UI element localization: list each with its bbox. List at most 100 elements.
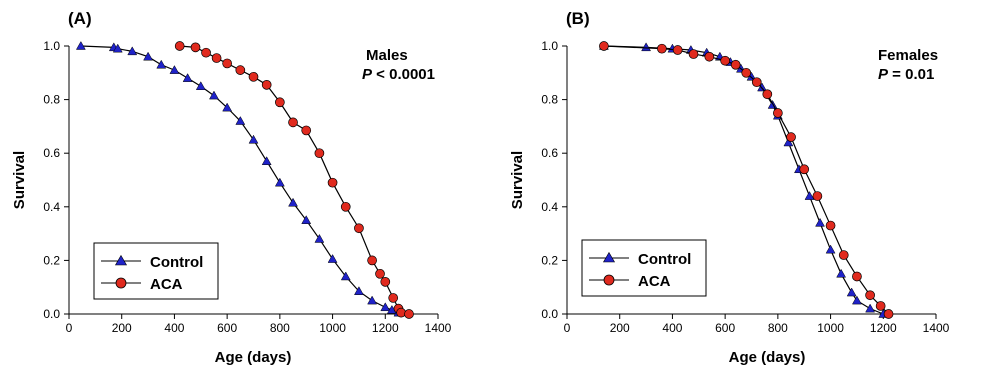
panel-a-aca-point [368, 256, 377, 265]
panel-b-x-tick-label: 800 [768, 321, 788, 335]
panel-b-control-point [837, 269, 846, 277]
panel-a-x-tick-label: 200 [112, 321, 132, 335]
panel-b-aca-point [800, 165, 809, 174]
panel-b-legend: Control ACA [582, 240, 706, 296]
panel-b-y-tick-label: 0.2 [541, 253, 558, 267]
panel-b-x-tick-label: 400 [662, 321, 682, 335]
panel-a-control-point [157, 60, 166, 68]
panel-a-aca-point [202, 48, 211, 57]
panel-a-control-point [262, 157, 271, 165]
panel-a-aca-point [223, 59, 232, 68]
panel-b-y-axis-label: Survival [509, 151, 526, 209]
panel-b-aca-point [657, 44, 666, 53]
panel-b-legend-marker-aca [604, 275, 614, 285]
panel-b-control-point [847, 288, 856, 296]
panel-b-aca-point [721, 56, 730, 65]
panel-a-y-tick-label: 0.0 [43, 307, 60, 321]
panel-b-aca-point [773, 109, 782, 118]
panel-b-x-tick-label: 200 [610, 321, 630, 335]
panel-b-legend-label-aca: ACA [638, 273, 671, 290]
panel-a-legend: Control ACA [94, 243, 218, 299]
panel-a-label: (A) [68, 9, 92, 28]
panel-a-control-point [183, 74, 192, 82]
panel-a-annotation-p: P < 0.0001 [362, 66, 435, 83]
panel-b-y-tick-label: 0.4 [541, 200, 558, 214]
panel-a-aca-point [405, 310, 414, 319]
panel-b-aca-point [876, 301, 885, 310]
panel-a-control-point [196, 82, 205, 90]
panel-a-x-axis-label: Age (days) [215, 349, 292, 366]
panel-b-aca-point [689, 50, 698, 59]
panel-b-annotation-p: P = 0.01 [878, 66, 934, 83]
panel-b-aca-point [884, 310, 893, 319]
panel-a-control-point [76, 42, 85, 50]
panel-b-y-tick-label: 0.0 [541, 307, 558, 321]
panel-a-aca-point [397, 308, 406, 317]
panel-b-legend-label-control: Control [638, 251, 691, 268]
panel-a-aca-point [376, 269, 385, 278]
panel-a-control-point [315, 234, 324, 242]
panel-b-label: (B) [566, 9, 590, 28]
panel-b-aca-point [852, 272, 861, 281]
panel-b-aca-point [705, 52, 714, 61]
panel-b-aca-point [599, 42, 608, 51]
panel-a-aca-point [212, 54, 221, 63]
panel-a-aca-point [236, 66, 245, 75]
panel-b-aca-point [839, 251, 848, 260]
panel-a-aca-point [354, 224, 363, 233]
panel-b-p-value: = 0.01 [888, 66, 934, 83]
panel-a: (A) 0 200 400 600 800 1000 1200 1400 0.0 0.2 0.4 0.… [11, 9, 452, 366]
panel-a-x-tick-label: 800 [270, 321, 290, 335]
panel-a-control-point [328, 255, 337, 263]
panel-a-aca-point [381, 277, 390, 286]
panel-a-legend-marker-aca [116, 278, 126, 288]
panel-a-x-tick-label: 400 [164, 321, 184, 335]
panel-a-aca-point [328, 178, 337, 187]
panel-a-aca-point [341, 202, 350, 211]
panel-b-annotation-title: Females [878, 47, 938, 64]
panel-b-y-tick-label: 1.0 [541, 39, 558, 53]
panel-a-control-point [209, 91, 218, 99]
panel-a-control-point [275, 178, 284, 186]
panel-b-aca-point [742, 68, 751, 77]
panel-b-x-tick-label: 1000 [817, 321, 844, 335]
panel-b-aca-point [826, 221, 835, 230]
panel-a-p-value: < 0.0001 [372, 66, 435, 83]
panel-a-control-point [381, 303, 390, 311]
panel-a-aca-point [191, 43, 200, 52]
panel-b-x-tick-label: 0 [564, 321, 571, 335]
panel-b-aca-point [787, 133, 796, 142]
panel-a-y-tick-label: 0.6 [43, 146, 60, 160]
panel-a-y-tick-label: 1.0 [43, 39, 60, 53]
panel-b-control-point [852, 296, 861, 304]
panel-b-aca-point [866, 291, 875, 300]
panel-b-control-point [866, 304, 875, 312]
panel-a-control-point [289, 198, 298, 206]
panel-a-aca-point [175, 42, 184, 51]
panel-b: (B) 0 200 400 600 800 1000 1200 14000.00.20.40.… [509, 9, 950, 366]
panel-a-annotation-title: Males [366, 47, 408, 64]
panel-b-x-tick-label: 1400 [923, 321, 950, 335]
panel-a-y-tick-label: 0.2 [43, 253, 60, 267]
panel-a-legend-label-control: Control [150, 254, 203, 271]
panel-b-aca-point [813, 192, 822, 201]
panel-a-y-tick-label: 0.4 [43, 200, 60, 214]
panel-a-x-tick-label: 1400 [425, 321, 452, 335]
panel-a-x-tick-label: 1000 [319, 321, 346, 335]
panel-a-aca-point [262, 80, 271, 89]
panel-a-legend-label-aca: ACA [150, 276, 183, 293]
panel-a-control-point [368, 296, 377, 304]
panel-a-x-tick-label: 0 [66, 321, 73, 335]
panel-a-control-point [249, 135, 258, 143]
panel-b-aca-point [673, 46, 682, 55]
panel-a-y-tick-label: 0.8 [43, 93, 60, 107]
panel-a-control-point [170, 66, 179, 74]
panel-a-aca-point [289, 118, 298, 127]
panel-a-aca-point [302, 126, 311, 135]
panel-a-aca-point [249, 72, 258, 81]
panel-a-y-axis-label: Survival [11, 151, 28, 209]
panel-b-control-point [826, 245, 835, 253]
panel-a-x-tick-label: 1200 [372, 321, 399, 335]
panel-b-control-point [816, 218, 825, 226]
